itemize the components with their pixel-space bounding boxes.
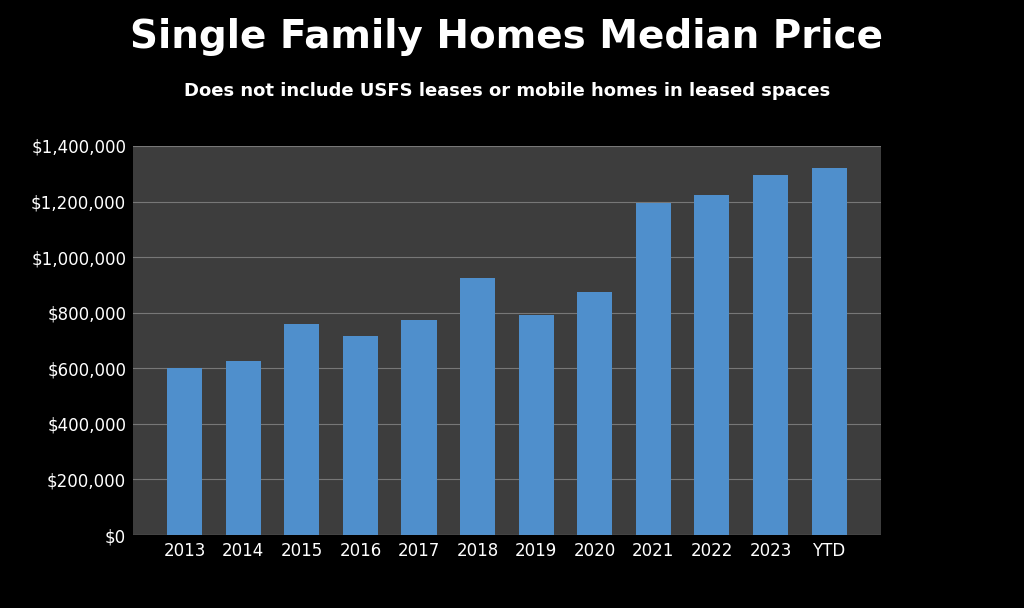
Bar (694, 195, 729, 535)
Bar (343, 336, 378, 535)
Bar (518, 316, 554, 535)
Bar (811, 168, 847, 535)
Bar (401, 320, 436, 535)
Bar (753, 175, 788, 535)
Bar (167, 368, 203, 535)
Text: Does not include USFS leases or mobile homes in leased spaces: Does not include USFS leases or mobile h… (183, 82, 830, 100)
Bar (285, 324, 319, 535)
Bar (225, 361, 261, 535)
Bar (636, 203, 671, 535)
Bar (460, 278, 496, 535)
Text: Single Family Homes Median Price: Single Family Homes Median Price (130, 18, 884, 57)
Bar (578, 292, 612, 535)
